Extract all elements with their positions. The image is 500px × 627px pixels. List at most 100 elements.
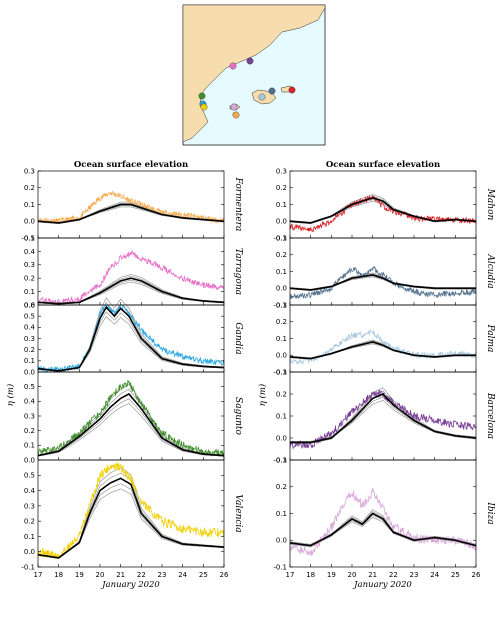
y-tick-label: -0.1 <box>21 563 35 571</box>
model-ensemble-line <box>290 396 477 444</box>
y-tick-label: 0.2 <box>24 518 35 526</box>
y-tick-label: 0.0 <box>276 285 287 293</box>
station-label: Palma <box>485 324 495 353</box>
panel-barcelona: -0.1 0.0 0.1 0.2 0.3 Barcelona <box>273 368 495 464</box>
x-tick-label: 19 <box>75 571 84 579</box>
y-tick-label: 0.5 <box>24 234 35 242</box>
panel-frame <box>37 237 225 306</box>
map-marker-valencia <box>200 103 208 111</box>
y-tick-label: 0.1 <box>276 268 287 276</box>
y-tick-label: -0.1 <box>273 563 287 571</box>
y-tick-label: 0.0 <box>24 218 35 226</box>
y-tick-label: 0.3 <box>276 167 287 175</box>
y-tick-label: 0.0 <box>24 301 35 309</box>
column-1: Ocean surface elevation -0.1 0.0 0.1 0.2 0.3 F… <box>5 160 243 590</box>
y-tick-label: 0.1 <box>24 357 35 365</box>
model-best-series <box>289 341 476 360</box>
model-best-series <box>37 305 224 372</box>
y-tick-label: 0.6 <box>24 301 36 309</box>
x-tick-label: 26 <box>472 571 481 579</box>
map-marker-ibiza <box>230 103 238 111</box>
x-tick-label: 24 <box>430 571 439 579</box>
panel-valencia: -0.1 0.0 0.1 0.2 0.3 0.4 0.5 Valencia <box>21 459 243 571</box>
y-tick-label: 0.2 <box>276 251 287 259</box>
model-best-series <box>289 512 477 547</box>
y-tick-label: 0.1 <box>276 510 287 518</box>
panel-frame <box>289 237 477 306</box>
y-tick-label: 0.5 <box>24 472 35 480</box>
panel-tarragona: 0.0 0.1 0.2 0.3 0.4 0.5 Tarragona <box>24 234 243 309</box>
y-tick-label: 0.1 <box>276 412 287 420</box>
y-tick-label: 0.3 <box>24 261 35 269</box>
x-tick-label: 20 <box>96 571 105 579</box>
station-label: Gandia <box>233 322 243 354</box>
y-tick-label: 0.1 <box>24 201 35 209</box>
y-tick-label: 0.3 <box>24 167 35 175</box>
y-tick-label: -0.1 <box>273 456 287 464</box>
map-marker-palma <box>258 93 266 101</box>
panel-formentera: -0.1 0.0 0.1 0.2 0.3 Formentera <box>21 167 243 242</box>
panel-frame <box>289 371 477 461</box>
y-tick-label: 0.0 <box>276 218 287 226</box>
observed-series <box>289 329 477 365</box>
model-best-series <box>37 393 225 457</box>
map-marker-sagunto <box>198 92 206 100</box>
y-axis-label: η (m) <box>257 384 268 407</box>
model-ensemble-line <box>290 399 477 444</box>
map-marker-tarragona <box>229 62 237 70</box>
map-marker-formentera <box>232 111 240 119</box>
x-tick-label: 21 <box>116 571 125 579</box>
y-tick-label: 0.3 <box>276 368 287 376</box>
x-tick-label: 23 <box>410 571 419 579</box>
y-tick-label: 0.0 <box>276 537 287 545</box>
model-best-series <box>290 274 476 291</box>
y-tick-label: 0.1 <box>24 288 35 296</box>
y-tick-label: 0.3 <box>24 412 35 420</box>
x-tick-label: 17 <box>286 571 295 579</box>
station-label: Mahon <box>485 188 495 221</box>
y-tick-label: -0.1 <box>273 301 287 309</box>
model-ensemble-line <box>37 403 225 457</box>
column-2: Ocean surface elevation -0.1 0.0 0.1 0.2 0.3 M… <box>257 160 495 590</box>
x-tick-label: 17 <box>34 571 43 579</box>
panel-frame <box>37 459 225 568</box>
y-tick-label: 0.3 <box>24 335 35 343</box>
y-tick-label: 0.2 <box>24 184 35 192</box>
panel-frame <box>37 304 225 373</box>
panel-frame <box>289 459 477 568</box>
observed-series <box>289 265 477 300</box>
station-label: Ibiza <box>485 501 495 524</box>
station-label: Valencia <box>233 494 243 532</box>
panel-frame <box>289 304 477 373</box>
observed-series <box>37 249 225 305</box>
station-label: Alcudia <box>485 253 495 288</box>
y-tick-label: 0.3 <box>276 301 287 309</box>
y-tick-label: 0.3 <box>276 234 287 242</box>
panel-alcudia: -0.1 0.0 0.1 0.2 0.3 Alcudia <box>273 234 495 309</box>
x-tick-label: 22 <box>389 571 398 579</box>
x-tick-label: 26 <box>220 571 229 579</box>
y-tick-label: 0.4 <box>24 487 36 495</box>
model-ensemble-line <box>37 488 225 559</box>
x-tick-label: 23 <box>158 571 167 579</box>
model-best-series <box>290 393 477 444</box>
model-ensemble-line <box>37 297 225 371</box>
y-tick-label: -0.1 <box>273 234 287 242</box>
y-tick-label: 0.2 <box>24 427 35 435</box>
panels: Ocean surface elevation -0.1 0.0 0.1 0.2 0.3 F… <box>5 160 495 590</box>
model-best-series <box>37 277 224 305</box>
y-tick-label: 0.4 <box>24 248 36 256</box>
x-tick-label: 19 <box>327 571 336 579</box>
y-tick-label: 0.3 <box>276 456 287 464</box>
x-tick-label: 21 <box>368 571 377 579</box>
map-land-mainland <box>182 4 326 143</box>
x-tick-label: 18 <box>54 571 63 579</box>
model-ensemble-line <box>37 316 225 372</box>
map-inset <box>182 4 326 146</box>
y-tick-label: -0.1 <box>21 234 35 242</box>
y-tick-label: 0.2 <box>24 275 35 283</box>
y-tick-label: 0.1 <box>24 442 35 450</box>
y-tick-label: 0.3 <box>24 502 35 510</box>
y-tick-label: 0.5 <box>24 313 35 321</box>
